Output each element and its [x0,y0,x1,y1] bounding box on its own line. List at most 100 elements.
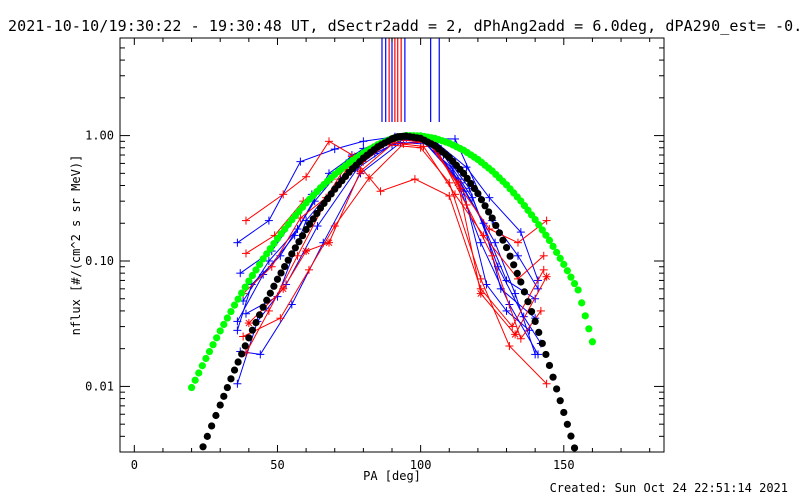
fit-point [492,221,500,230]
fit-point [187,383,196,392]
data-point [539,265,548,274]
fit-point [356,158,364,166]
fit-point [238,289,246,297]
fit-point [531,317,539,325]
fit-point [230,366,239,374]
data-point [513,251,522,260]
fit-point [284,220,292,229]
fit-point [252,318,260,327]
fit-point [313,188,321,196]
data-point [513,238,522,247]
data-point [491,238,500,247]
fit-point [277,269,285,277]
fit-point [535,328,543,337]
data-point [416,143,425,152]
data-point [330,222,339,231]
data-point [236,269,245,278]
fit-point [245,277,253,285]
x-tick-label: 100 [410,458,432,472]
data-point [476,238,485,247]
fit-point [273,275,282,283]
fit-point [291,244,299,252]
fit-point [542,231,550,239]
fit-point [560,408,568,417]
data-point [276,314,285,323]
fit-point [295,238,303,246]
data-point [516,334,525,343]
data-point [450,190,459,199]
fit-point [474,189,482,198]
fit-point [313,209,321,218]
data-point [531,350,540,359]
data-point [410,175,419,184]
fit-point [234,295,242,303]
data-point [511,330,520,339]
fit-point [223,314,231,322]
data-point [505,342,514,351]
fit-point [570,444,579,452]
fit-point [209,341,217,349]
axes: 0 50 100 150 0.01 0.10 1.00 [85,37,664,472]
fit-point [227,375,235,383]
fit-point [527,211,536,219]
fit-point [227,307,235,316]
fit-point [298,203,307,211]
fit-point [481,202,489,210]
data-point [279,190,288,199]
data-point [485,224,494,233]
fit-point [499,177,507,185]
fit-point [520,288,529,296]
fit-point [327,190,335,198]
fit-point [581,312,589,320]
data-point [304,265,313,274]
fit-point [553,385,561,393]
fit-point [563,420,571,428]
fit-point [216,327,224,335]
fit-point [327,174,335,182]
data-point [293,251,302,260]
fit-point [545,236,554,244]
data-point [488,251,497,260]
data-point [516,228,525,237]
fit-point [588,338,597,346]
plot-title: 2021-10-10/19:30:22 - 19:30:48 UT, dSect… [8,17,800,35]
fit-point [556,254,564,262]
fit-point [288,250,296,258]
fit-point [485,164,493,172]
fit-point [578,299,586,307]
fit-point [341,162,350,170]
fit-point [263,250,271,258]
series-13 [241,140,551,388]
x-tick-label: 150 [553,458,575,472]
fit-point [255,260,264,269]
data-point [241,249,250,258]
data-point [325,238,334,247]
fit-point [241,342,249,350]
fit-point [216,401,224,409]
data-point [450,134,459,143]
data-point [493,262,502,271]
data-point [330,145,339,154]
data-point [244,319,253,328]
series-15 [199,132,587,478]
fit-point [263,296,271,304]
data-point [233,326,242,335]
fit-point [510,261,518,269]
fit-point [567,273,575,281]
fit-point [580,471,587,478]
fit-point [527,307,536,316]
fit-point [248,326,257,334]
fit-point [309,215,317,223]
fit-point [198,362,206,370]
fit-point [463,174,471,182]
data-point [264,257,273,266]
data-point [511,289,520,298]
data-point [376,187,385,196]
fit-point [542,350,550,359]
fit-point [499,236,507,244]
fit-point [400,132,408,140]
series-14 [187,131,597,392]
data-point [287,300,296,309]
